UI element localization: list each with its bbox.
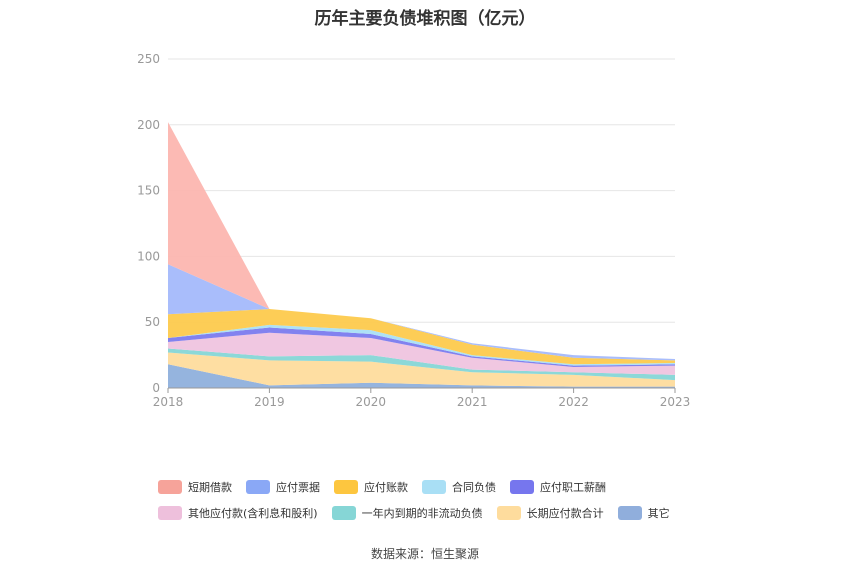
legend-swatch [331, 506, 356, 520]
legend-label: 其他应付款(含利息和股利) [188, 507, 318, 520]
y-tick-label: 150 [137, 184, 160, 198]
legend-swatch [246, 480, 270, 494]
legend-label: 一年内到期的非流动负债 [361, 507, 483, 520]
legend-swatch [617, 506, 642, 520]
legend-row: 短期借款 应付票据 应付账款 合同负债 应付职工薪酬 [158, 474, 718, 500]
x-tick-label: 2021 [457, 395, 488, 409]
legend-item[interactable]: 长期应付款合计 [496, 505, 604, 521]
area-series-3 [168, 332, 675, 375]
legend-swatch [496, 506, 521, 520]
legend-label: 应付职工薪酬 [540, 481, 606, 494]
legend-row: 其他应付款(含利息和股利) 一年内到期的非流动负债 长期应付款合计 其它 [158, 500, 718, 526]
legend-item[interactable]: 短期借款 [158, 479, 232, 495]
area-series-4 [168, 327, 675, 367]
x-tick-label: 2018 [153, 395, 184, 409]
y-tick-label: 0 [152, 381, 160, 395]
y-tick-label: 50 [145, 315, 160, 329]
area-series-5 [168, 324, 675, 366]
data-source-note: 数据来源：恒生聚源 [370, 547, 479, 561]
legend-label: 应付账款 [364, 481, 408, 494]
y-tick-label: 100 [137, 249, 160, 263]
legend-item[interactable]: 其他应付款(含利息和股利) [158, 505, 318, 521]
legend-item[interactable]: 其它 [617, 505, 670, 521]
legend-label: 合同负债 [452, 481, 496, 494]
legend-item[interactable]: 应付账款 [334, 479, 408, 495]
legend-label: 短期借款 [188, 481, 232, 494]
legend-swatch [334, 480, 358, 494]
legend-swatch [158, 506, 182, 520]
x-tick-label: 2022 [558, 395, 589, 409]
x-tick-label: 2019 [254, 395, 285, 409]
legend-item[interactable]: 一年内到期的非流动负债 [331, 505, 483, 521]
area-series-6 [168, 309, 675, 365]
chart-title: 历年主要负债堆积图（亿元） [314, 9, 536, 29]
area-series-0 [168, 364, 675, 388]
legend-swatch [158, 480, 182, 494]
area-series-1 [168, 352, 675, 387]
y-tick-label: 250 [137, 52, 160, 66]
legend-label: 长期应付款合计 [526, 507, 604, 520]
x-tick-label: 2020 [356, 395, 387, 409]
legend-item[interactable]: 合同负债 [422, 479, 496, 495]
legend-label: 应付票据 [276, 481, 320, 494]
chart-legend: 短期借款 应付票据 应付账款 合同负债 应付职工薪酬 其他应付款(含利息和股利) 一年内到… [158, 474, 718, 526]
area-series-2 [168, 348, 675, 381]
legend-swatch [422, 480, 446, 494]
y-tick-label: 200 [137, 118, 160, 132]
legend-item[interactable]: 应付职工薪酬 [510, 479, 606, 495]
legend-label: 其它 [647, 507, 670, 520]
x-tick-label: 2023 [660, 395, 691, 409]
legend-item[interactable]: 应付票据 [246, 479, 320, 495]
legend-swatch [510, 480, 534, 494]
